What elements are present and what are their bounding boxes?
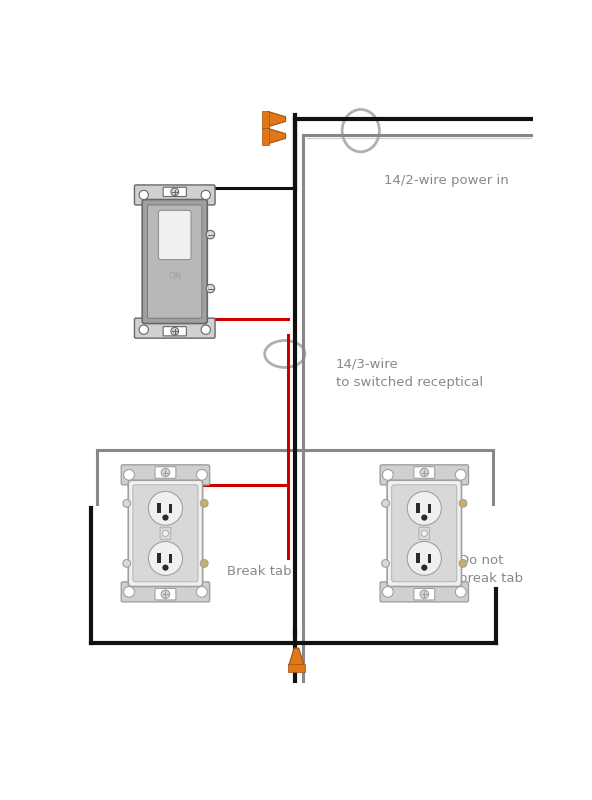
Circle shape [162, 530, 169, 537]
FancyBboxPatch shape [380, 582, 468, 602]
FancyBboxPatch shape [142, 199, 207, 323]
Circle shape [382, 586, 393, 598]
FancyBboxPatch shape [414, 589, 435, 600]
FancyBboxPatch shape [121, 582, 210, 602]
Circle shape [171, 327, 179, 335]
Circle shape [162, 514, 169, 521]
Bar [416, 503, 420, 514]
Text: 14/2-wire power in: 14/2-wire power in [384, 174, 509, 187]
FancyBboxPatch shape [392, 485, 457, 582]
Text: ON: ON [168, 273, 181, 282]
FancyBboxPatch shape [160, 527, 171, 539]
Circle shape [206, 230, 215, 239]
Circle shape [139, 325, 149, 334]
Circle shape [455, 586, 466, 598]
Polygon shape [268, 128, 285, 144]
Circle shape [382, 499, 390, 507]
Bar [169, 554, 172, 562]
Circle shape [420, 590, 429, 598]
FancyBboxPatch shape [147, 205, 202, 318]
Bar [428, 504, 432, 513]
Circle shape [407, 491, 442, 526]
Circle shape [206, 284, 215, 293]
Polygon shape [289, 648, 304, 666]
Circle shape [197, 586, 207, 598]
Circle shape [171, 188, 179, 196]
Circle shape [459, 559, 467, 567]
Circle shape [124, 586, 134, 598]
Circle shape [124, 470, 134, 480]
Bar [157, 554, 161, 563]
Polygon shape [262, 110, 269, 127]
Circle shape [162, 565, 169, 570]
Circle shape [459, 499, 467, 507]
FancyBboxPatch shape [134, 185, 215, 205]
FancyBboxPatch shape [128, 480, 202, 586]
Circle shape [197, 470, 207, 480]
FancyBboxPatch shape [155, 466, 176, 478]
Circle shape [421, 530, 427, 537]
Bar [169, 504, 172, 513]
Circle shape [123, 559, 131, 567]
Circle shape [421, 514, 427, 521]
FancyBboxPatch shape [163, 187, 186, 197]
Polygon shape [288, 664, 305, 672]
Circle shape [420, 468, 429, 477]
Circle shape [161, 590, 170, 598]
Bar [416, 554, 420, 563]
Circle shape [407, 542, 442, 575]
Circle shape [201, 325, 210, 334]
Circle shape [200, 499, 208, 507]
FancyBboxPatch shape [155, 589, 176, 600]
Circle shape [139, 190, 149, 199]
Circle shape [149, 542, 182, 575]
FancyBboxPatch shape [159, 210, 191, 260]
FancyBboxPatch shape [414, 466, 435, 478]
Circle shape [200, 559, 208, 567]
Circle shape [382, 559, 390, 567]
Bar [428, 554, 432, 562]
Circle shape [455, 470, 466, 480]
Circle shape [161, 468, 170, 477]
FancyBboxPatch shape [387, 480, 462, 586]
Text: Do not
break tab: Do not break tab [459, 554, 523, 585]
Circle shape [123, 499, 131, 507]
FancyBboxPatch shape [419, 527, 430, 539]
Bar [157, 503, 161, 514]
Polygon shape [268, 111, 285, 126]
FancyBboxPatch shape [380, 465, 468, 485]
Circle shape [421, 565, 427, 570]
FancyBboxPatch shape [134, 318, 215, 338]
FancyBboxPatch shape [133, 485, 198, 582]
Circle shape [149, 491, 182, 526]
Text: 14/3-wire
to switched receptical: 14/3-wire to switched receptical [336, 358, 483, 389]
Circle shape [382, 470, 393, 480]
Text: Break tab: Break tab [227, 566, 292, 578]
FancyBboxPatch shape [163, 326, 186, 336]
Circle shape [201, 190, 210, 199]
Polygon shape [262, 127, 269, 145]
FancyBboxPatch shape [121, 465, 210, 485]
